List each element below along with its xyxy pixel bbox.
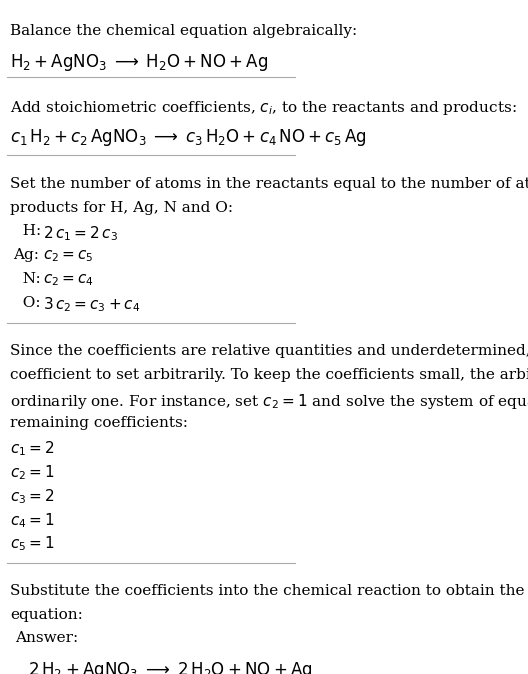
- Text: $c_3 = 2$: $c_3 = 2$: [11, 487, 55, 506]
- Text: Balance the chemical equation algebraically:: Balance the chemical equation algebraica…: [11, 24, 357, 38]
- Text: $c_2 = c_5$: $c_2 = c_5$: [43, 248, 94, 264]
- Text: ordinarily one. For instance, set $c_2 = 1$ and solve the system of equations fo: ordinarily one. For instance, set $c_2 =…: [11, 392, 528, 411]
- Text: $c_2 = 1$: $c_2 = 1$: [11, 463, 55, 482]
- Text: H:: H:: [13, 224, 42, 239]
- Text: Add stoichiometric coefficients, $c_i$, to the reactants and products:: Add stoichiometric coefficients, $c_i$, …: [11, 99, 517, 117]
- Text: Since the coefficients are relative quantities and underdetermined, choose a: Since the coefficients are relative quan…: [11, 344, 528, 359]
- Text: $c_1 = 2$: $c_1 = 2$: [11, 439, 55, 458]
- Text: remaining coefficients:: remaining coefficients:: [11, 416, 188, 430]
- Text: $\mathrm{H_2 + AgNO_3 \;\longrightarrow\; H_2O + NO + Ag}$: $\mathrm{H_2 + AgNO_3 \;\longrightarrow\…: [11, 53, 269, 73]
- Text: $c_4 = 1$: $c_4 = 1$: [11, 511, 55, 530]
- Text: O:: O:: [13, 296, 41, 310]
- Text: $2\,\mathrm{H_2} + \mathrm{AgNO_3} \;\longrightarrow\; 2\,\mathrm{H_2O} + \mathr: $2\,\mathrm{H_2} + \mathrm{AgNO_3} \;\lo…: [29, 661, 313, 674]
- Text: $2\,c_1 = 2\,c_3$: $2\,c_1 = 2\,c_3$: [43, 224, 118, 243]
- Text: Substitute the coefficients into the chemical reaction to obtain the balanced: Substitute the coefficients into the che…: [11, 584, 528, 599]
- Text: products for H, Ag, N and O:: products for H, Ag, N and O:: [11, 201, 233, 214]
- Text: Answer:: Answer:: [15, 631, 78, 645]
- Text: $3\,c_2 = c_3 + c_4$: $3\,c_2 = c_3 + c_4$: [43, 296, 140, 315]
- Text: coefficient to set arbitrarily. To keep the coefficients small, the arbitrary va: coefficient to set arbitrarily. To keep …: [11, 368, 528, 382]
- Text: N:: N:: [13, 272, 41, 286]
- FancyBboxPatch shape: [4, 614, 180, 674]
- Text: $c_2 = c_4$: $c_2 = c_4$: [43, 272, 94, 288]
- Text: $c_5 = 1$: $c_5 = 1$: [11, 534, 55, 553]
- Text: Ag:: Ag:: [13, 248, 40, 262]
- Text: equation:: equation:: [11, 608, 83, 622]
- Text: Set the number of atoms in the reactants equal to the number of atoms in the: Set the number of atoms in the reactants…: [11, 177, 528, 191]
- Text: $c_1\,\mathrm{H_2} + c_2\,\mathrm{AgNO_3} \;\longrightarrow\; c_3\,\mathrm{H_2O}: $c_1\,\mathrm{H_2} + c_2\,\mathrm{AgNO_3…: [11, 127, 367, 148]
